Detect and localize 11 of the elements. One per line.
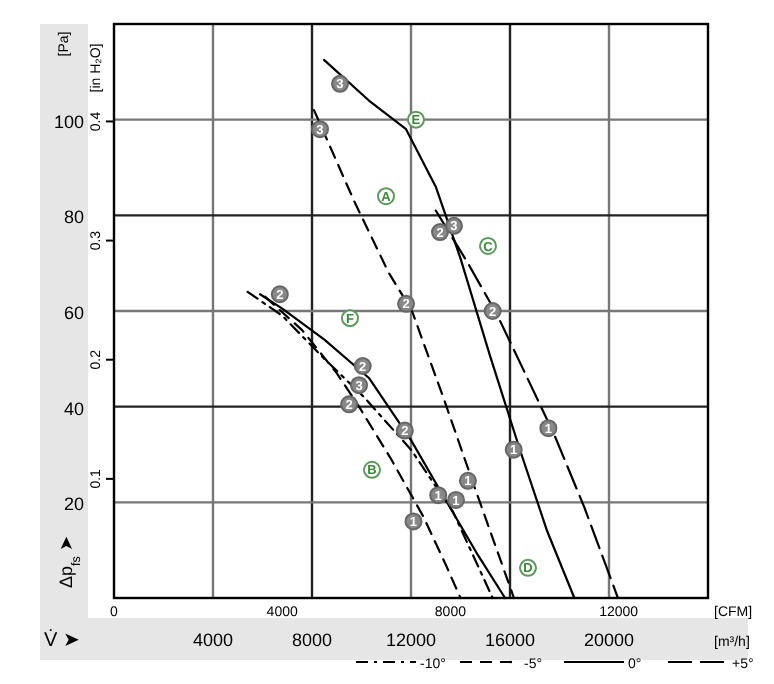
x-tick-label: 8000 <box>291 630 333 650</box>
x-tick-label: 4000 <box>192 630 234 650</box>
y-tick-label: 60 <box>63 303 84 323</box>
y-tick-label: 80 <box>63 207 84 228</box>
y-tick-label: 40 <box>63 398 84 419</box>
x-tick-label: 16000 <box>484 630 536 650</box>
x-tick-label: 12000 <box>385 630 437 650</box>
y-tick-label: 100 <box>53 111 84 132</box>
x-tick-label: 20000 <box>583 630 635 650</box>
x-axis-title: V̇ ➤ <box>44 628 79 652</box>
y-tick-label: 20 <box>63 494 84 515</box>
